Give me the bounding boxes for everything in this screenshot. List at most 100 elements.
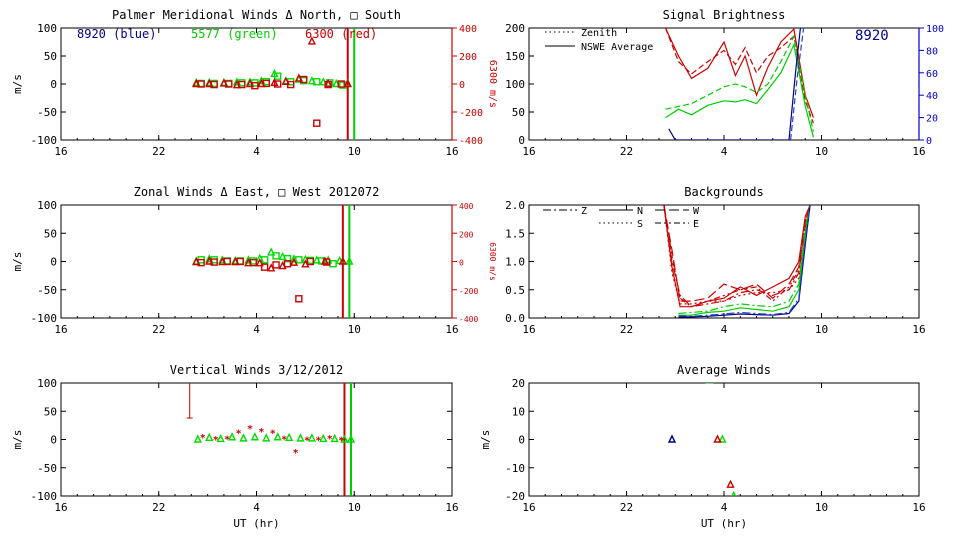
panel-average: Average Winds 16 22 4 10 16 20 10 0 -10 -20 m/s UT (… <box>479 363 926 530</box>
data-point <box>267 247 276 256</box>
y2-axis-label: 6300 m/s <box>488 242 497 281</box>
y-tick-label: 50 <box>44 405 57 418</box>
plot-area <box>663 205 811 318</box>
y2-tick-label: 400 <box>459 24 477 35</box>
data-point <box>272 252 280 260</box>
x-tick-label: 22 <box>152 145 165 158</box>
data-point <box>283 254 292 263</box>
plot-area <box>192 205 354 318</box>
y-tick-label: 10 <box>512 405 525 418</box>
data-point <box>345 256 354 265</box>
y2-tick-label: 0 <box>459 259 464 268</box>
data-point <box>338 256 347 265</box>
color-key-label: 5577 (green) <box>191 27 278 41</box>
data-point <box>289 257 299 266</box>
y-tick-label: 50 <box>44 227 57 240</box>
chart-title: Palmer Meridional Winds Δ North, □ South <box>112 8 401 22</box>
data-point <box>718 434 727 443</box>
y2-tick-label: 200 <box>459 52 477 63</box>
series-line <box>663 205 811 305</box>
data-point <box>210 80 218 89</box>
chart-title: Vertical Winds 3/12/2012 <box>170 363 343 377</box>
y-tick-label: 0.5 <box>505 284 525 297</box>
x-tick-label: 10 <box>815 501 828 514</box>
y-tick-label: 1.0 <box>505 256 525 269</box>
data-point <box>295 295 303 303</box>
data-point <box>726 479 735 488</box>
data-point <box>249 258 257 267</box>
y-tick-label: 0 <box>50 256 57 269</box>
panel-backgrounds: Backgrounds 16 22 4 10 16 2.0 1.5 1.0 0.5 0.0 Z N W S E <box>505 185 926 336</box>
y-tick-label: 1.5 <box>505 227 525 240</box>
data-point <box>322 258 331 266</box>
x-tick-label: 10 <box>348 501 361 514</box>
x-tick-label: 16 <box>445 323 458 336</box>
data-point: * <box>315 436 321 447</box>
x-tick-label: 16 <box>54 501 67 514</box>
y-tick-label: -50 <box>37 284 57 297</box>
x-tick-label: 4 <box>253 323 260 336</box>
data-point <box>216 433 225 443</box>
series-line <box>665 34 814 132</box>
x-tick-label: 4 <box>721 323 728 336</box>
x-tick-label: 16 <box>522 323 535 336</box>
data-point: * <box>200 433 206 444</box>
data-point <box>223 257 231 266</box>
data-point <box>300 75 308 84</box>
x-tick-label: 16 <box>522 145 535 158</box>
data-point <box>255 258 264 267</box>
data-point: * <box>281 434 287 445</box>
y2-tick-label: -400 <box>459 315 478 324</box>
series-line <box>790 28 805 140</box>
series-line <box>663 205 811 308</box>
y-tick-label: -100 <box>31 134 58 147</box>
series-line <box>665 42 814 138</box>
y-tick-label: -50 <box>37 462 57 475</box>
color-key-label: 6300 (red) <box>305 27 377 41</box>
data-point <box>251 81 259 90</box>
y2-tick-label: 60 <box>926 69 938 80</box>
color-key-label: 8920 (blue) <box>77 27 156 41</box>
y2-tick-label: 0 <box>926 136 932 147</box>
legend-label: E <box>693 219 699 230</box>
y-tick-label: 0 <box>50 78 57 91</box>
y-tick-label: -10 <box>505 462 525 475</box>
y-tick-label: 100 <box>37 22 57 35</box>
series-line <box>664 28 814 118</box>
data-point <box>319 433 328 443</box>
y2-tick-label: 200 <box>459 230 474 239</box>
y2-tick-label: 0 <box>459 80 465 91</box>
y-tick-label: 100 <box>37 377 57 390</box>
series-line <box>678 205 811 315</box>
x-tick-label: 10 <box>815 145 828 158</box>
chart-title: Signal Brightness <box>663 8 786 22</box>
data-point <box>260 256 269 264</box>
legend-label: N <box>637 206 643 217</box>
data-point: * <box>213 435 219 446</box>
plot-area: * * * * * * * * * * * * * <box>186 383 356 496</box>
x-tick-label: 4 <box>721 501 728 514</box>
x-tick-label: 22 <box>152 323 165 336</box>
legend-label: Zenith <box>581 28 617 39</box>
data-point <box>272 261 280 269</box>
y-tick-label: 2.0 <box>505 199 525 212</box>
x-tick-label: 22 <box>620 323 633 336</box>
chart-title: Backgrounds <box>684 185 763 199</box>
y-tick-label: -20 <box>505 490 525 503</box>
x-axis-label: UT (hr) <box>233 517 279 530</box>
series-line <box>678 205 811 317</box>
x-tick-label: 22 <box>620 145 633 158</box>
data-point <box>197 258 205 267</box>
x-tick-label: 10 <box>348 323 361 336</box>
x-tick-label: 22 <box>620 501 633 514</box>
y2-tick-label: -200 <box>459 287 478 296</box>
data-point <box>227 432 237 441</box>
data-point <box>250 432 260 441</box>
y-tick-label: 0 <box>518 134 525 147</box>
x-tick-label: 4 <box>253 501 260 514</box>
chart-title: Zonal Winds Δ East, □ West 2012072 <box>134 185 380 199</box>
panel-meridional: Palmer Meridional Winds Δ North, □ South… <box>11 8 498 158</box>
data-point <box>273 432 282 441</box>
y-tick-label: 0 <box>518 434 525 447</box>
